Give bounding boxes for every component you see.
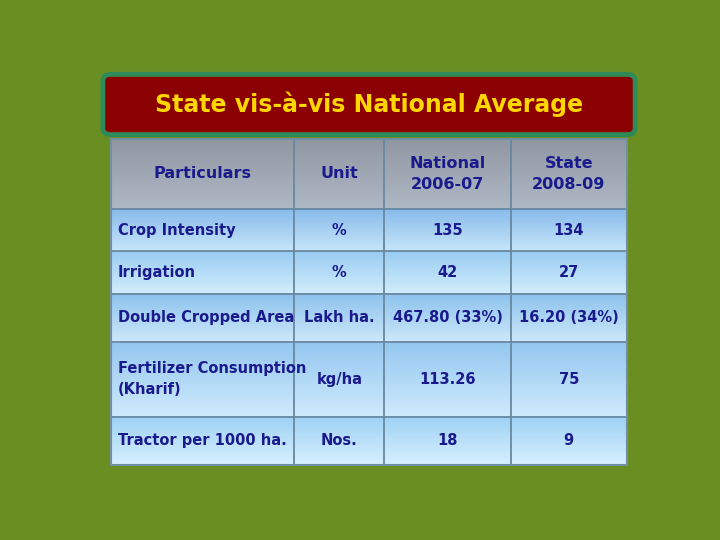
Text: 75: 75 (559, 372, 579, 387)
Text: Double Cropped Area: Double Cropped Area (118, 310, 294, 326)
Text: Particulars: Particulars (154, 166, 252, 181)
Text: Crop Intensity: Crop Intensity (118, 222, 235, 238)
Text: State vis-à-vis National Average: State vis-à-vis National Average (155, 92, 583, 117)
Text: Nos.: Nos. (321, 433, 358, 448)
Bar (111, 139, 627, 465)
Text: Irrigation: Irrigation (118, 265, 196, 280)
Text: State
2008-09: State 2008-09 (532, 156, 606, 192)
Text: Fertilizer Consumption
(Kharif): Fertilizer Consumption (Kharif) (118, 361, 306, 397)
Text: Lakh ha.: Lakh ha. (304, 310, 374, 326)
Text: 113.26: 113.26 (419, 372, 476, 387)
Text: Unit: Unit (320, 166, 359, 181)
Text: 467.80 (33%): 467.80 (33%) (392, 310, 503, 326)
Text: 16.20 (34%): 16.20 (34%) (519, 310, 618, 326)
Text: 134: 134 (554, 222, 584, 238)
Text: National
2006-07: National 2006-07 (410, 156, 486, 192)
Text: 9: 9 (564, 433, 574, 448)
Text: %: % (332, 222, 347, 238)
Text: 135: 135 (432, 222, 463, 238)
Text: Tractor per 1000 ha.: Tractor per 1000 ha. (118, 433, 287, 448)
Text: kg/ha: kg/ha (316, 372, 362, 387)
Text: 18: 18 (437, 433, 458, 448)
Text: 42: 42 (438, 265, 458, 280)
Text: 27: 27 (559, 265, 579, 280)
FancyBboxPatch shape (103, 75, 635, 134)
Text: %: % (332, 265, 347, 280)
